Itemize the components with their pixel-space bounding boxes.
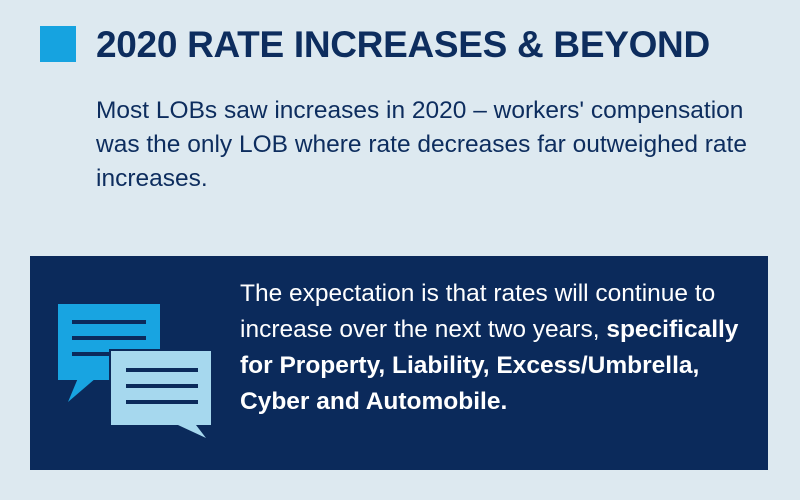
panel-text-bold: specifically for Property, Liability, Ex… xyxy=(240,316,739,415)
intro-text: Most LOBs saw increases in 2020 – worker… xyxy=(96,97,747,192)
panel-text: The expectation is that rates will conti… xyxy=(240,276,760,420)
chat-bubbles-icon xyxy=(58,304,213,438)
page-title: 2020 RATE INCREASES & BEYOND xyxy=(96,24,710,65)
panel-text-regular: The expectation is that rates will conti… xyxy=(240,280,716,343)
callout-panel: The expectation is that rates will conti… xyxy=(30,256,768,470)
header-square-marker xyxy=(40,26,76,62)
